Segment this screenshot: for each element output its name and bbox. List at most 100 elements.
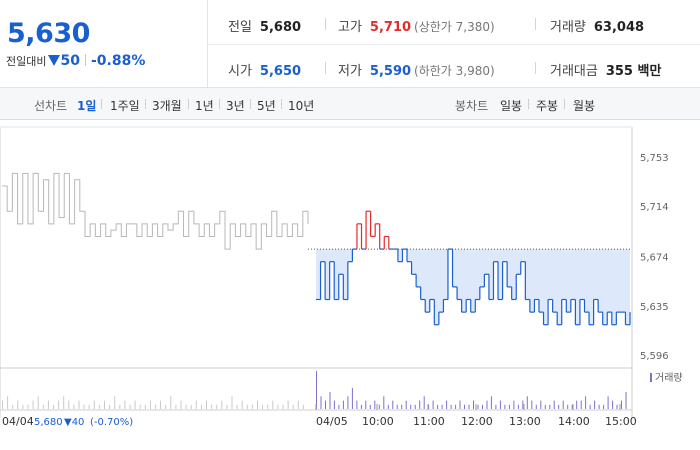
tab-10years[interactable]: 10년 <box>288 99 315 113</box>
volume-bar <box>490 396 492 409</box>
tab-1week[interactable]: 1주일 <box>110 99 140 113</box>
tab-daily-candle[interactable]: 일봉 <box>500 99 523 113</box>
volume-bar <box>37 396 39 409</box>
current-price: 5,630 <box>7 18 90 49</box>
stat-label: 전일 <box>228 20 252 35</box>
volume-bar <box>226 404 228 409</box>
tab-5years[interactable]: 5년 <box>257 99 276 113</box>
volume-bar <box>73 404 75 409</box>
tab-weekly-candle[interactable]: 주봉 <box>536 99 559 113</box>
candle-chart-label: 봉차트 <box>455 99 489 113</box>
volume-bar <box>598 404 600 409</box>
volume-bar <box>571 404 573 409</box>
prev-day-summary: 04/04 5,680 ▼40 (-0.70%) <box>2 415 133 428</box>
volume-bar <box>58 400 60 409</box>
x-tick-label: 14:00 <box>558 415 590 428</box>
divider <box>188 99 189 109</box>
volume-bar <box>119 404 121 409</box>
stat-label: 시가 <box>228 64 252 79</box>
volume-bar <box>585 396 587 409</box>
x-tick-label: 15:00 <box>605 415 637 428</box>
volume-bar <box>360 404 362 409</box>
stat-amount: 거래대금 355 백만 <box>550 60 661 79</box>
volume-bar <box>414 404 416 409</box>
volume-bar <box>562 400 564 409</box>
volume-bar <box>580 400 582 409</box>
volume-bar <box>589 404 591 409</box>
volume-bar <box>325 400 326 409</box>
volume-bar <box>124 400 126 409</box>
volume-bar <box>499 400 501 409</box>
volume-bar <box>109 404 111 409</box>
volume-bar <box>455 404 457 409</box>
tab-1day[interactable]: 1일 <box>77 99 97 113</box>
x-tick-label: 12:00 <box>461 415 493 428</box>
volume-bar <box>544 404 546 409</box>
x-axis-labels: 04/05 10:00 11:00 12:00 13:00 14:00 15:00 <box>315 404 637 428</box>
volume-bar <box>486 400 488 409</box>
volume-bar <box>257 400 258 409</box>
stat-label: 고가 <box>338 20 362 35</box>
volume-bar <box>180 400 182 409</box>
volume-bar <box>221 400 223 409</box>
volume-bar <box>396 404 398 409</box>
volume-bar <box>302 404 304 409</box>
volume-bar <box>576 400 578 409</box>
stat-sub: (하한가 3,980) <box>414 64 495 78</box>
volume-bar <box>612 400 614 409</box>
tab-3years[interactable]: 3년 <box>226 99 245 113</box>
change-value: 50 <box>60 53 80 69</box>
volume-bar <box>47 400 49 409</box>
stat-high: 고가 5,710 (상한가 7,380) <box>338 16 495 35</box>
divider <box>250 99 251 109</box>
volume-bar <box>12 404 14 409</box>
stat-prev-close: 전일 5,680 <box>228 16 301 35</box>
stat-open: 시가 5,650 <box>228 60 301 79</box>
divider <box>281 99 282 109</box>
volume-bar <box>144 404 146 409</box>
divider <box>84 54 86 66</box>
volume-bar <box>200 404 202 409</box>
stat-label: 저가 <box>338 64 362 79</box>
stat-value: 5,650 <box>259 64 302 79</box>
volume-bar <box>625 392 627 409</box>
prev-day-change-pct: (-0.70%) <box>90 417 133 428</box>
volume-bar <box>508 404 510 409</box>
volume-bar <box>374 400 376 409</box>
volume-bar <box>160 400 162 409</box>
volume-bar <box>423 396 425 409</box>
stat-volume: 거래량 63,048 <box>550 16 644 35</box>
volume-bar <box>428 404 430 409</box>
prev-day-date: 04/04 <box>2 415 34 428</box>
volume-bar <box>468 404 470 409</box>
tab-1year[interactable]: 1년 <box>195 99 214 113</box>
y-tick-label: 5,674 <box>640 253 669 264</box>
volume-bar <box>17 400 19 409</box>
volume-bar <box>211 404 213 409</box>
volume-bar <box>365 400 367 409</box>
volume-bar <box>356 400 358 409</box>
prev-day-change: ▼40 <box>64 417 84 428</box>
volume-bar <box>351 387 353 409</box>
tab-monthly-candle[interactable]: 월봉 <box>573 99 596 113</box>
divider <box>325 62 326 74</box>
legend-label: 거래량 <box>655 372 683 384</box>
volume-bar <box>236 404 238 409</box>
tab-3months[interactable]: 3개월 <box>152 99 182 113</box>
divider <box>528 99 529 109</box>
today-fill-area <box>316 249 630 325</box>
volume-bar <box>68 400 70 409</box>
volume-bar <box>441 404 443 409</box>
volume-bar <box>437 404 439 409</box>
volume-bar <box>27 404 29 409</box>
volume-bar <box>175 404 177 409</box>
volume-bar <box>267 404 269 409</box>
volume-bar <box>53 404 54 409</box>
volume-bar <box>603 404 605 409</box>
volume-bar <box>464 404 465 409</box>
volume-bar <box>98 404 100 409</box>
series-prev-day <box>2 172 309 250</box>
volume-bar <box>526 396 528 409</box>
x-tick-label: 13:00 <box>509 415 541 428</box>
volume-bar <box>7 396 9 409</box>
